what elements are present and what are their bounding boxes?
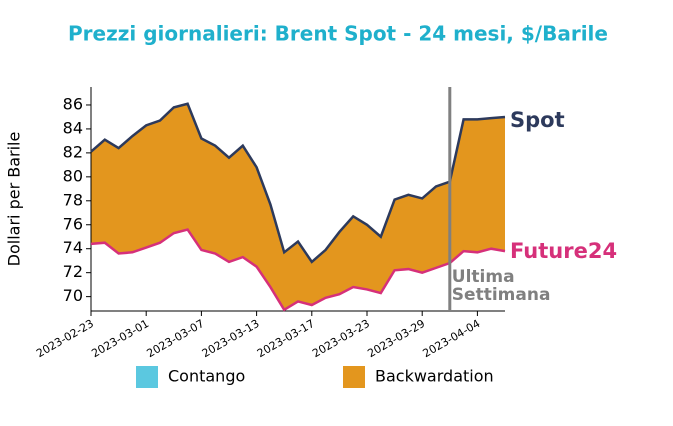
x-tick-label: 2023-02-23 <box>34 317 96 360</box>
y-tick-label: 74 <box>63 238 83 257</box>
y-tick-label: 70 <box>63 286 83 305</box>
x-tick-label: 2023-03-13 <box>200 317 262 360</box>
x-tick-label: 2023-03-29 <box>365 317 427 360</box>
series-label: Future24 <box>510 239 617 263</box>
y-tick-label: 82 <box>63 142 83 161</box>
annotation-label: Settimana <box>452 285 551 305</box>
series-line <box>90 102 506 264</box>
x-tick-label: 2023-03-17 <box>255 317 317 360</box>
y-axis-label: Dollari per Barile <box>5 132 24 267</box>
legend-swatch <box>136 366 158 388</box>
annotation-label: Ultima <box>452 267 515 287</box>
y-tick-label: 84 <box>63 118 83 137</box>
y-tick-label: 80 <box>63 166 83 185</box>
spread-area <box>91 103 505 310</box>
legend-label: Backwardation <box>375 367 494 386</box>
y-tick-label: 78 <box>63 190 83 209</box>
y-tick-label: 86 <box>63 94 83 113</box>
chart-title: Prezzi giornalieri: Brent Spot - 24 mesi… <box>68 22 608 46</box>
series-label: Spot <box>510 108 565 132</box>
x-tick-label: 2023-03-23 <box>310 317 372 360</box>
series-line <box>90 228 506 312</box>
x-tick-label: 2023-03-07 <box>145 317 207 360</box>
x-tick-label: 2023-03-01 <box>89 317 151 360</box>
legend-label: Contango <box>168 367 245 386</box>
legend-swatch <box>343 366 365 388</box>
x-tick-label: 2023-04-04 <box>421 317 483 360</box>
y-tick-label: 76 <box>63 214 83 233</box>
y-tick-label: 72 <box>63 262 83 281</box>
